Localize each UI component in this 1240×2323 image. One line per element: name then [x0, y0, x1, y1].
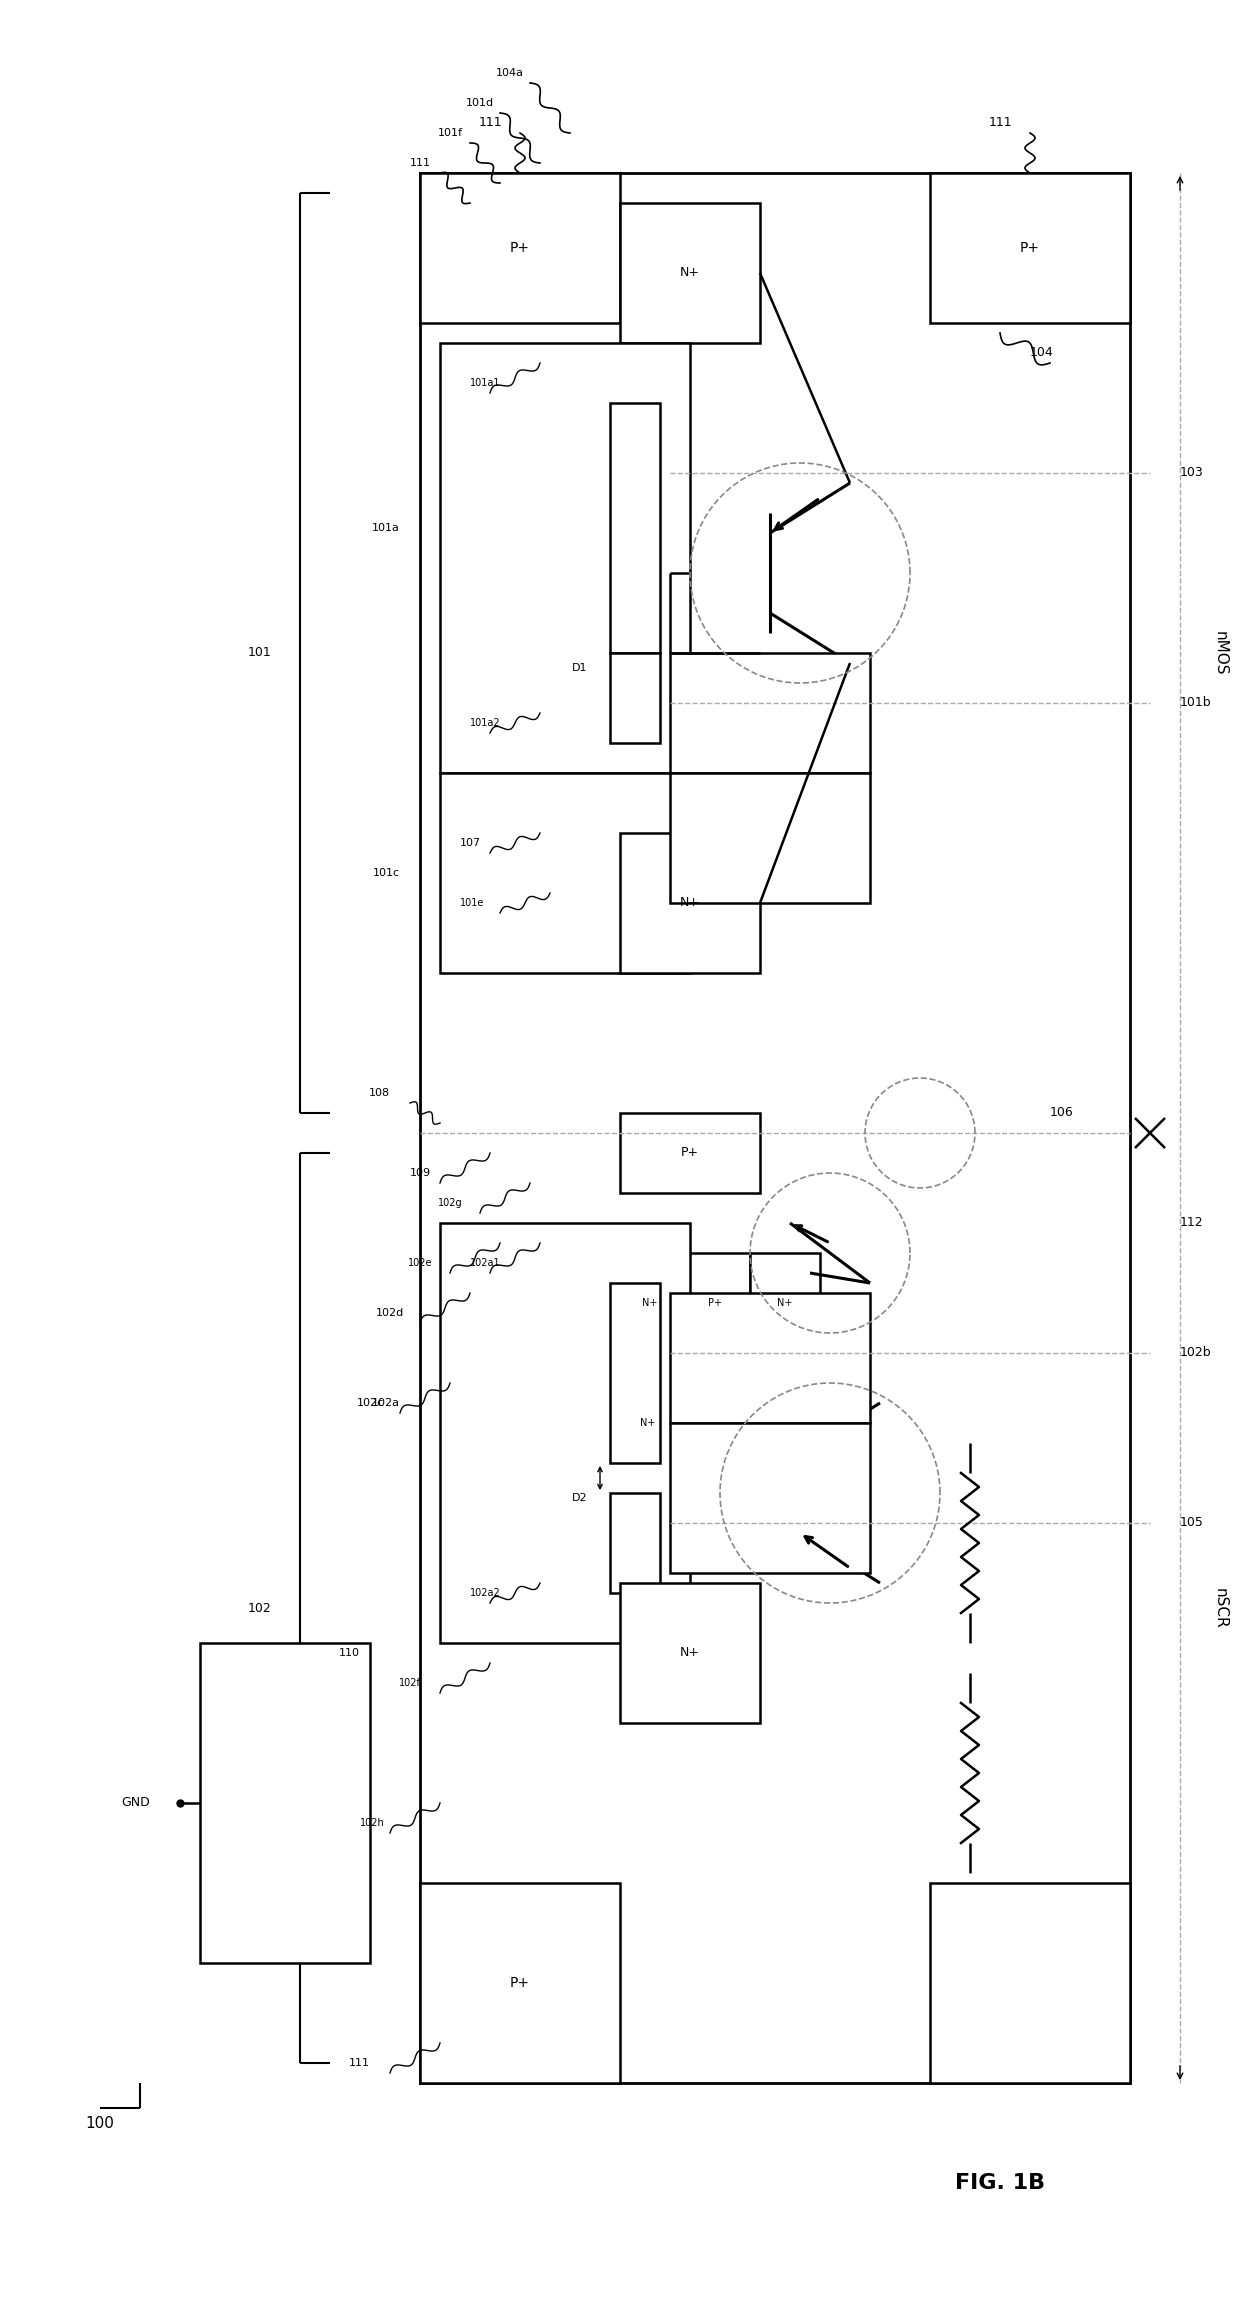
Text: 101a2: 101a2 [470, 718, 501, 727]
Text: N+: N+ [642, 1299, 657, 1308]
Text: 106: 106 [1050, 1106, 1074, 1120]
Text: 104a: 104a [496, 67, 525, 79]
Text: 102a1: 102a1 [470, 1259, 501, 1268]
Text: 101: 101 [248, 646, 272, 660]
Text: 110: 110 [339, 1647, 360, 1659]
Bar [610, 402, 660, 653]
Text: 112: 112 [1180, 1217, 1204, 1229]
Text: 102h: 102h [360, 1819, 384, 1828]
Bar [620, 1113, 760, 1194]
Text: P+: P+ [708, 1299, 722, 1308]
Text: 101c: 101c [373, 869, 401, 878]
Bar [620, 202, 760, 344]
Bar [750, 1252, 820, 1352]
Bar [440, 774, 689, 973]
Text: 101a: 101a [372, 523, 401, 532]
Bar [620, 834, 760, 973]
Text: 102: 102 [248, 1601, 272, 1614]
Text: 111: 111 [348, 2058, 370, 2067]
Bar [670, 1424, 870, 1573]
Text: P+: P+ [510, 1977, 529, 1991]
Text: nSCR: nSCR [1213, 1587, 1228, 1628]
Bar [680, 1252, 750, 1352]
Text: 102c: 102c [356, 1398, 383, 1408]
Text: N+: N+ [680, 897, 701, 911]
Text: 108: 108 [368, 1087, 391, 1099]
Text: N+: N+ [680, 267, 701, 279]
Bar [420, 172, 620, 323]
Bar [440, 344, 689, 774]
Text: 102d: 102d [376, 1308, 404, 1317]
Text: nMOS: nMOS [1213, 632, 1228, 676]
Bar [670, 774, 870, 904]
Text: 101f: 101f [438, 128, 463, 137]
Bar [200, 1642, 370, 1963]
Text: P+: P+ [510, 242, 529, 256]
Bar [610, 1282, 660, 1463]
Bar [440, 1222, 689, 1642]
Bar [615, 1382, 680, 1463]
Text: 111: 111 [409, 158, 430, 167]
Text: 111: 111 [988, 116, 1012, 130]
Text: 105: 105 [1180, 1517, 1204, 1529]
Text: GND: GND [122, 1796, 150, 1810]
Text: 102a2: 102a2 [470, 1589, 501, 1598]
Text: 102f: 102f [399, 1677, 420, 1689]
Bar [930, 1884, 1130, 2084]
Text: N+: N+ [640, 1417, 655, 1429]
Text: 100: 100 [86, 2116, 114, 2130]
Text: FIG. 1B: FIG. 1B [955, 2172, 1045, 2193]
Text: 111: 111 [479, 116, 502, 130]
Text: 109: 109 [409, 1168, 430, 1178]
Text: P+: P+ [1021, 242, 1040, 256]
Text: 103: 103 [1180, 467, 1204, 479]
Bar [610, 653, 660, 743]
Text: D1: D1 [572, 662, 588, 674]
Text: 102e: 102e [408, 1259, 433, 1268]
Text: 102b: 102b [1180, 1347, 1211, 1359]
Text: 101b: 101b [1180, 697, 1211, 709]
Bar [420, 172, 1130, 2084]
Text: 101e: 101e [460, 899, 485, 908]
Text: P+: P+ [681, 1148, 699, 1159]
Bar [620, 1582, 760, 1724]
Text: 107: 107 [460, 839, 481, 848]
Text: 101a1: 101a1 [470, 379, 501, 388]
Bar [620, 1252, 680, 1352]
Text: 102a: 102a [372, 1398, 401, 1408]
Bar [930, 172, 1130, 323]
Text: 102g: 102g [438, 1199, 463, 1208]
Text: 101d: 101d [466, 98, 494, 107]
Text: N+: N+ [777, 1299, 792, 1308]
Text: 104: 104 [1030, 346, 1054, 360]
Bar [610, 1494, 660, 1594]
Text: N+: N+ [680, 1647, 701, 1659]
Bar [420, 1884, 620, 2084]
Text: D2: D2 [572, 1494, 588, 1503]
Bar [670, 1294, 870, 1424]
Bar [670, 653, 870, 774]
